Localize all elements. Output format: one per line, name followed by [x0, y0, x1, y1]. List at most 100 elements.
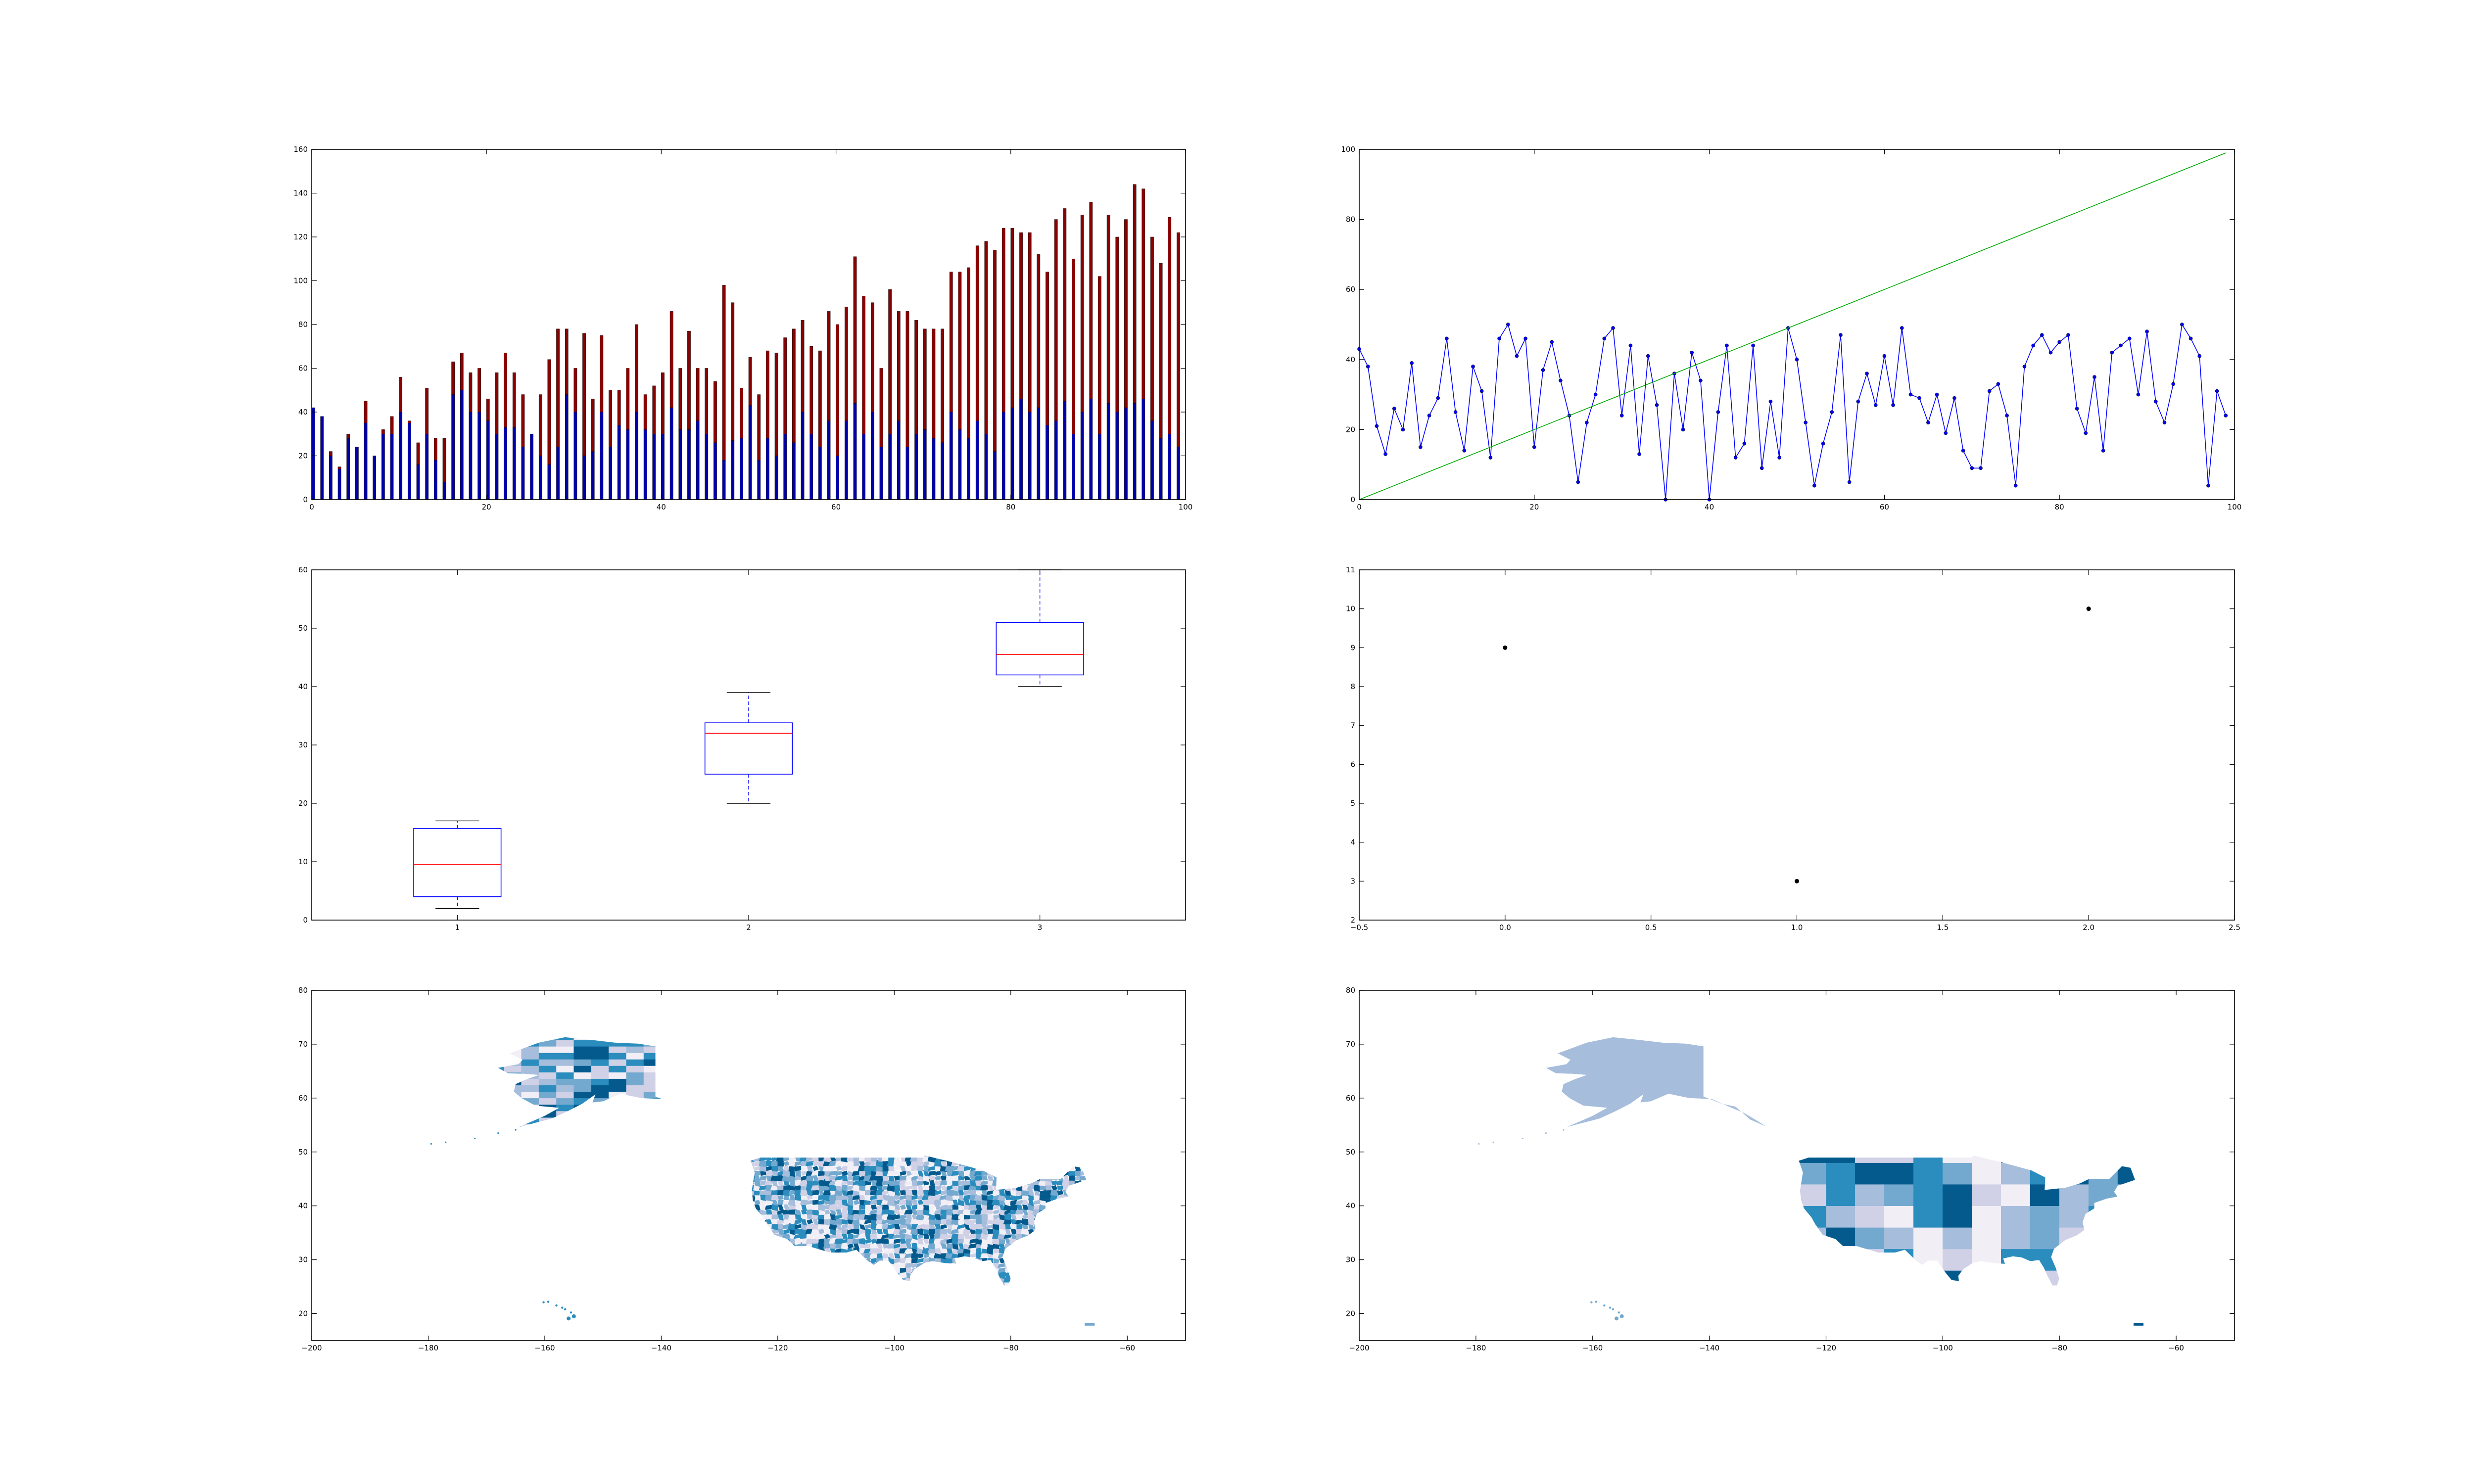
- data-point: [2145, 329, 2149, 333]
- map-region: [573, 1072, 592, 1079]
- map-region: [888, 1229, 895, 1234]
- map-region: [1913, 1227, 1943, 1250]
- bar-s1: [346, 434, 350, 439]
- bar-s0: [1089, 399, 1093, 500]
- map-region: [591, 1066, 609, 1072]
- map-island: [567, 1316, 571, 1321]
- map-region: [935, 1185, 941, 1191]
- map-region: [865, 1228, 871, 1234]
- map-region: [836, 1170, 842, 1176]
- map-region: [789, 1169, 796, 1177]
- map-region: [882, 1160, 889, 1166]
- map-region: [2030, 1227, 2060, 1250]
- data-point: [1908, 392, 1913, 397]
- y-tick-label: 100: [1341, 145, 1355, 154]
- map-region: [923, 1233, 930, 1239]
- data-point: [1917, 396, 1921, 400]
- map-region: [935, 1175, 941, 1181]
- map-region: [573, 1085, 592, 1092]
- bar-s1: [626, 368, 630, 430]
- chart-panel-p1: 0 20 40 60 80 100 0 20 40 60 80 100 120 140 160: [293, 145, 1192, 511]
- x-tick-label: 80: [1006, 503, 1015, 511]
- bar-s0: [433, 460, 437, 500]
- data-point: [2189, 336, 2193, 341]
- map-region: [789, 1195, 796, 1201]
- map-region: [905, 1214, 912, 1220]
- bar-s1: [416, 442, 420, 465]
- y-tick-label: 80: [298, 320, 308, 329]
- map-region: [556, 1072, 574, 1079]
- data-point: [1436, 396, 1440, 400]
- bar-s1: [1063, 208, 1067, 402]
- x-tick-label: 0: [309, 503, 314, 511]
- bar-s1: [905, 311, 909, 448]
- y-tick-label: 60: [298, 1094, 308, 1103]
- map-region: [946, 1243, 953, 1249]
- scatter-point: [1795, 879, 1799, 883]
- data-point: [1619, 414, 1624, 417]
- map-region: [882, 1253, 889, 1258]
- map-region: [852, 1195, 860, 1201]
- bar-s1: [600, 335, 604, 413]
- map-region: [998, 1267, 1006, 1273]
- map-region: [806, 1238, 814, 1245]
- bar-s0: [556, 447, 560, 500]
- x-tick-label: 3: [1038, 923, 1043, 932]
- data-point: [1532, 445, 1536, 449]
- data-point: [2136, 392, 2141, 397]
- map-region: [1050, 1189, 1059, 1196]
- y-tick-label: 6: [1350, 760, 1355, 769]
- data-point: [1733, 456, 1738, 460]
- map-region: [905, 1194, 912, 1201]
- bar-s0: [1010, 407, 1014, 500]
- map-region: [1004, 1227, 1011, 1236]
- bar-s1: [1072, 259, 1075, 434]
- map-region: [771, 1160, 779, 1166]
- y-tick-label: 140: [293, 189, 308, 198]
- map-region: [911, 1200, 918, 1205]
- map-region: [830, 1165, 837, 1171]
- map-region: [894, 1184, 901, 1192]
- x-tick-label: 60: [1880, 503, 1889, 511]
- map-region: [817, 1214, 826, 1220]
- map-region: [853, 1175, 860, 1181]
- map-region: [842, 1165, 848, 1171]
- y-tick-label: 10: [1346, 604, 1355, 613]
- map-region: [941, 1185, 947, 1191]
- map-region: [917, 1237, 924, 1245]
- map-region: [817, 1203, 825, 1211]
- x-tick-label: −60: [2168, 1344, 2184, 1352]
- bar-s1: [442, 438, 446, 482]
- bar-s1: [381, 429, 385, 434]
- bar-s1: [845, 307, 848, 421]
- bar-s1: [941, 328, 944, 443]
- map-island: [547, 1300, 550, 1303]
- map-region: [1016, 1205, 1023, 1210]
- map-region: [935, 1213, 941, 1220]
- bar-s0: [862, 434, 866, 500]
- map-region: [626, 1085, 644, 1092]
- map-region: [911, 1209, 918, 1215]
- y-tick-label: 30: [1346, 1255, 1355, 1264]
- map-region: [573, 1046, 592, 1053]
- bar-s0: [888, 434, 892, 500]
- map-region: [842, 1198, 848, 1206]
- map-region: [940, 1180, 948, 1186]
- map-region: [777, 1213, 784, 1221]
- map-region: [538, 1066, 557, 1072]
- map-region: [887, 1243, 896, 1249]
- box: [996, 622, 1084, 676]
- map-region: [836, 1208, 842, 1215]
- bar-s0: [643, 429, 647, 500]
- map-region: [765, 1209, 772, 1215]
- map-region: [964, 1169, 970, 1177]
- data-point: [1383, 452, 1387, 456]
- data-point: [1392, 407, 1396, 411]
- bar-s0: [1159, 438, 1163, 500]
- map-region: [806, 1175, 814, 1181]
- map-region: [847, 1233, 854, 1240]
- bar-s1: [696, 368, 700, 421]
- map-island: [571, 1314, 576, 1318]
- bar-s0: [897, 420, 901, 500]
- map-region: [1010, 1214, 1017, 1220]
